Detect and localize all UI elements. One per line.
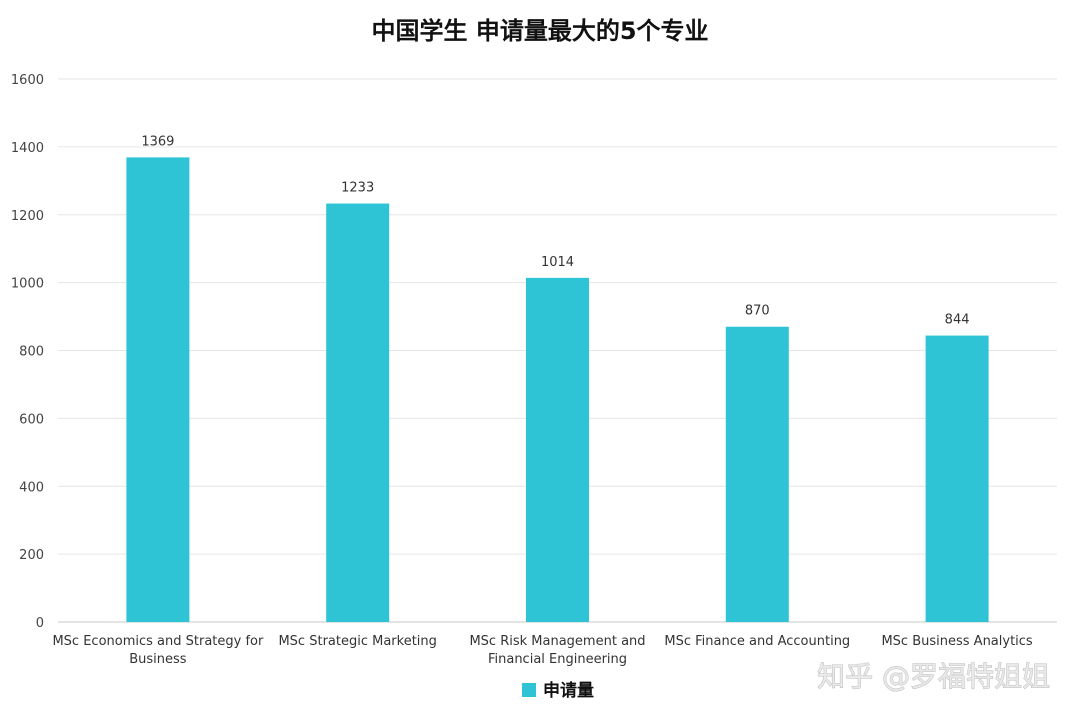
x-category-label-1: MSc Economics and Strategy for Business — [52, 634, 264, 667]
y-tick-label-400: 400 — [19, 480, 44, 495]
y-tick-label-600: 600 — [19, 412, 44, 427]
watermark: 知乎 @罗福特姐姐 — [817, 660, 1050, 693]
bar-3 — [526, 277, 589, 622]
x-category-label-4: MSc Finance and Accounting — [664, 634, 850, 649]
x-category-label-3: MSc Risk Management and Financial Enginee… — [469, 634, 645, 667]
x-category-label-2: MSc Strategic Marketing — [278, 634, 436, 649]
legend-swatch — [522, 683, 536, 697]
y-tick-label-200: 200 — [19, 548, 44, 563]
legend-label: 申请量 — [543, 680, 594, 701]
y-tick-label-0: 0 — [36, 616, 44, 631]
bar-2 — [326, 203, 390, 622]
bar-1 — [126, 157, 190, 622]
data-label-2: 1233 — [341, 181, 374, 196]
data-label-3: 1014 — [541, 255, 574, 270]
data-label-1: 1369 — [141, 134, 174, 149]
x-axis-categories: MSc Economics and Strategy for Business MS… — [52, 634, 1032, 667]
y-tick-label-800: 800 — [19, 345, 44, 360]
y-axis-ticks: 0 200 400 600 800 1000 1200 1400 1600 — [11, 73, 44, 631]
data-label-5: 844 — [945, 313, 970, 328]
data-labels: 1369 1233 1014 870 844 — [141, 134, 969, 327]
y-tick-label-1400: 1400 — [11, 141, 44, 156]
bars — [126, 157, 989, 622]
bar-4 — [725, 326, 789, 622]
y-tick-label-1000: 1000 — [11, 277, 44, 292]
legend: 申请量 — [522, 680, 594, 701]
data-label-4: 870 — [745, 304, 770, 319]
y-tick-label-1600: 1600 — [11, 73, 44, 88]
chart-title: 中国学生 申请量最大的5个专业 — [371, 17, 708, 45]
x-category-label-5: MSc Business Analytics — [881, 634, 1032, 649]
y-tick-label-1200: 1200 — [11, 209, 44, 224]
bar-5 — [925, 335, 989, 622]
